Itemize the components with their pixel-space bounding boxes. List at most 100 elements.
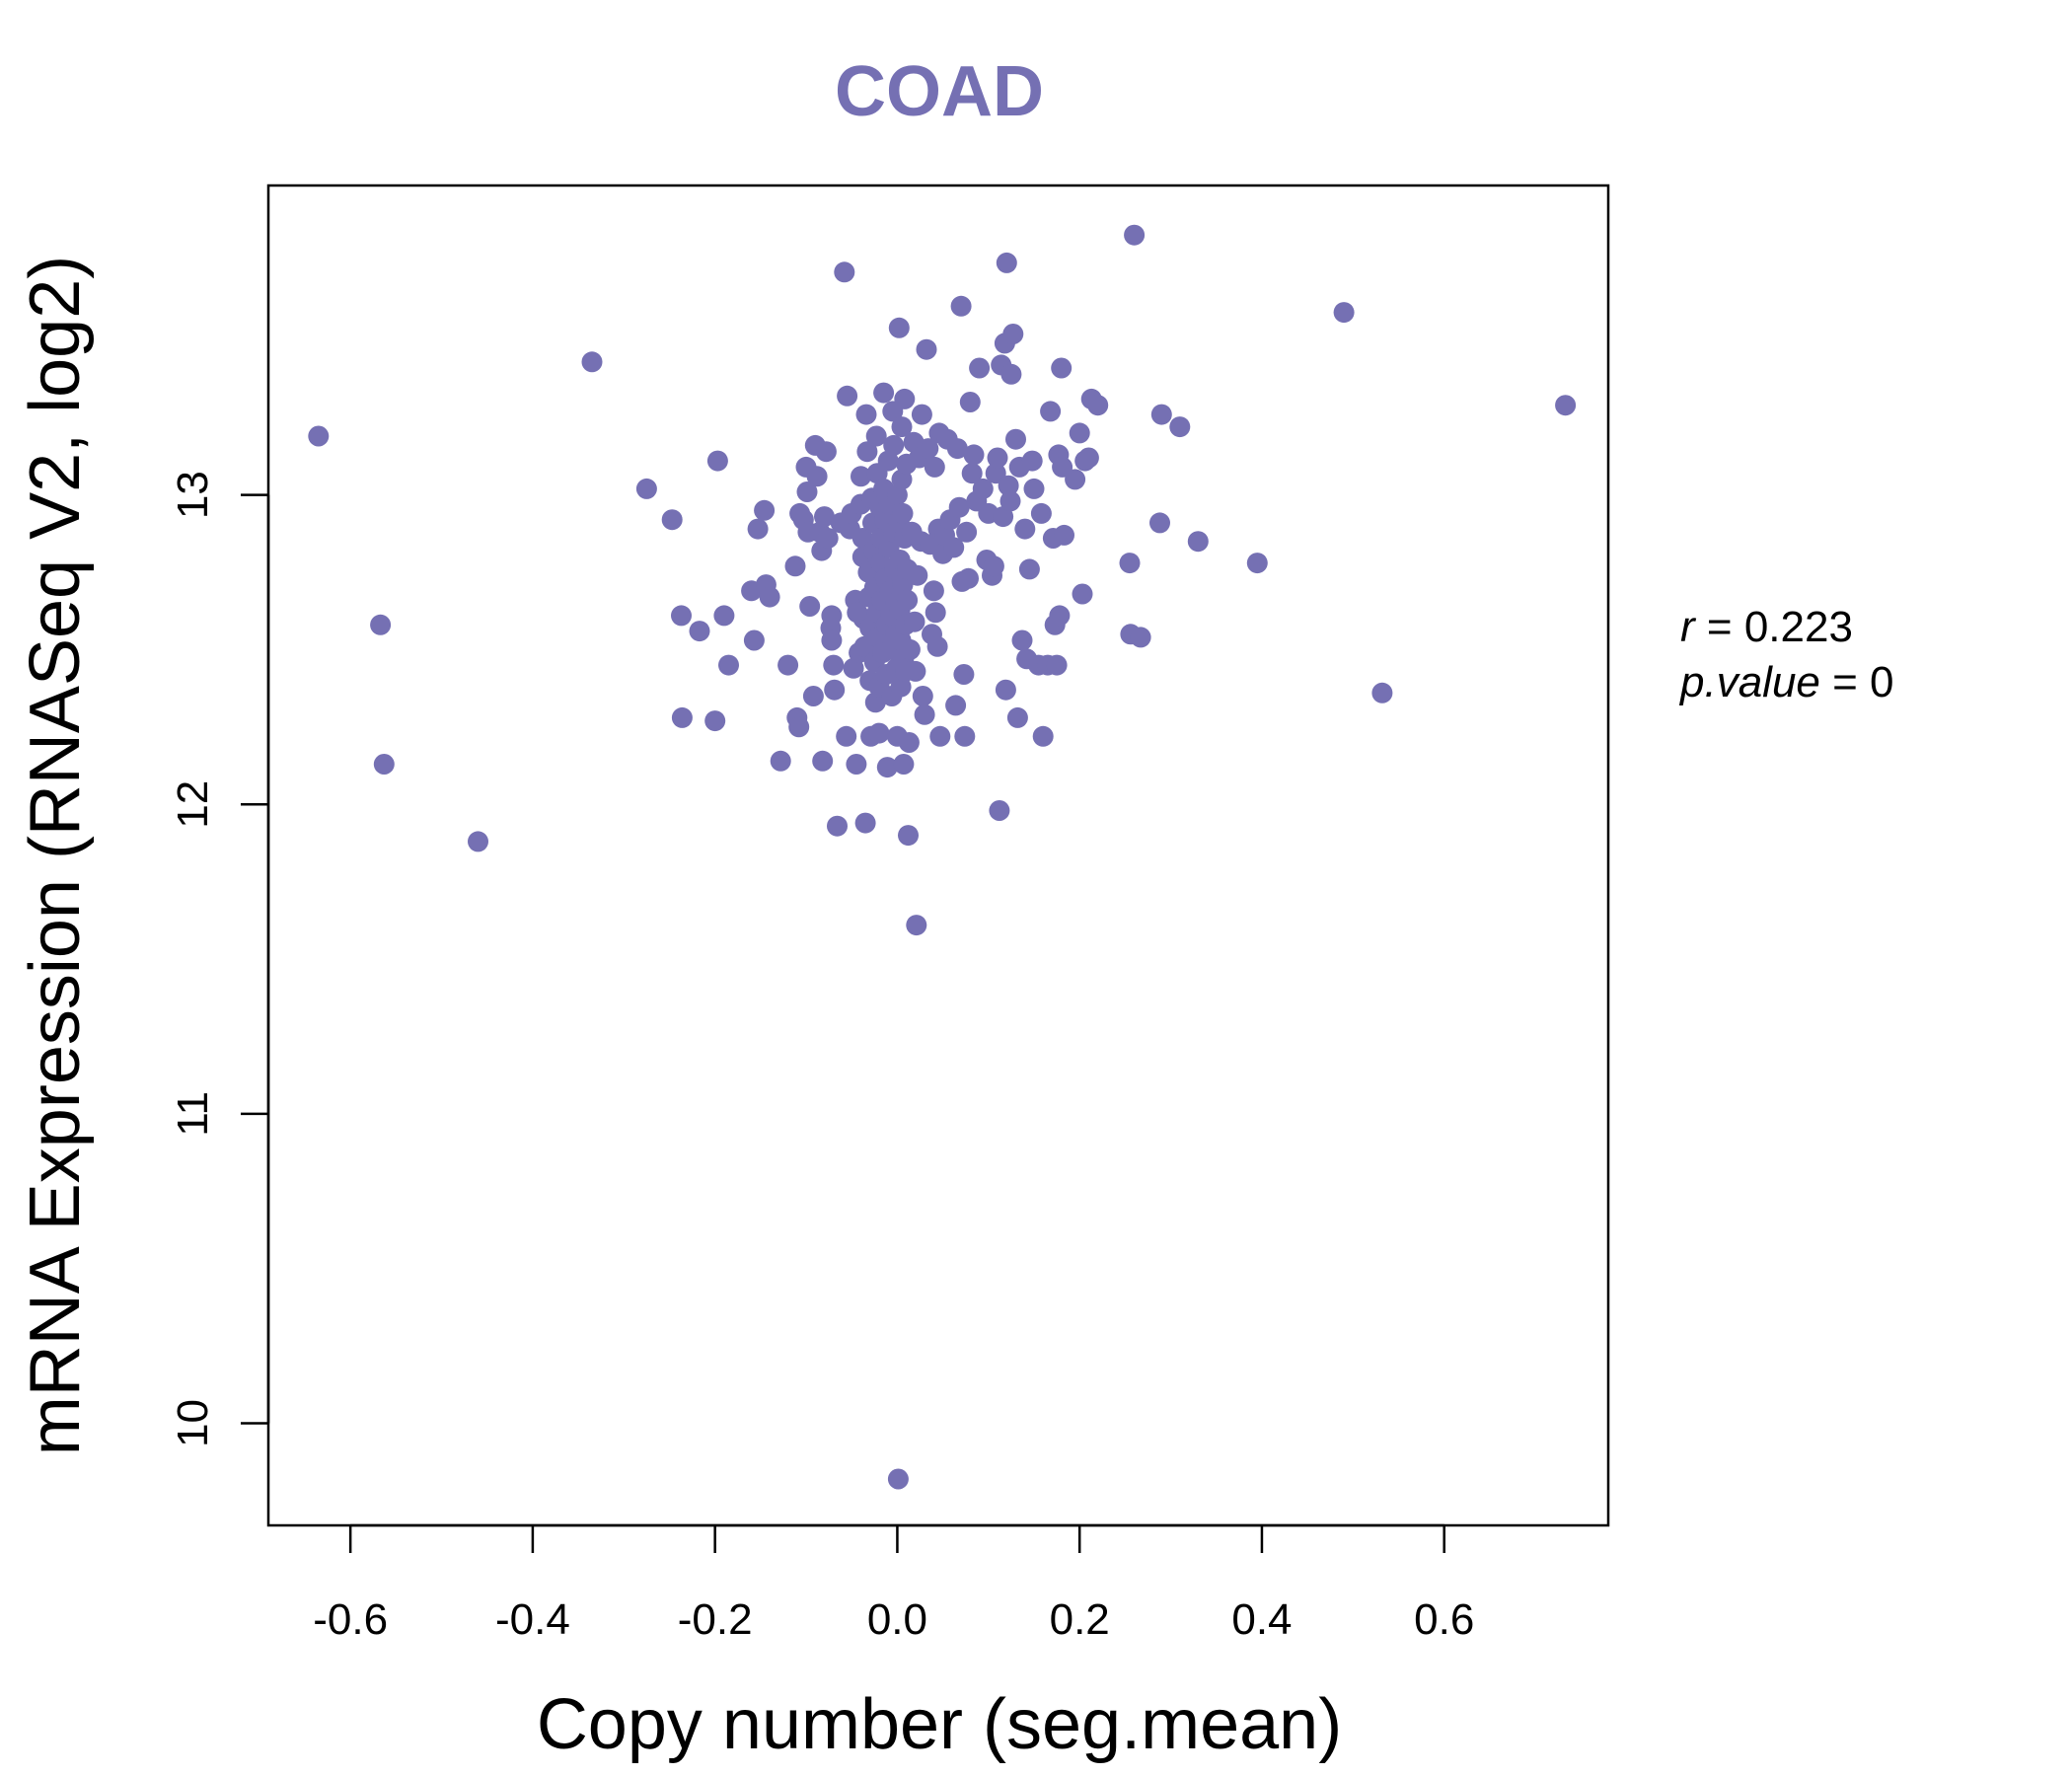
data-point (1077, 447, 1099, 469)
data-point (754, 499, 776, 521)
data-point (1065, 469, 1086, 490)
y-axis-label: mRNA Expression (RNASeq V2, log2) (16, 256, 95, 1455)
data-point (926, 635, 948, 657)
correlation-value: 0.223 (1744, 603, 1853, 651)
correlation-equals: = (1695, 603, 1744, 651)
correlation-label: r (1680, 603, 1697, 651)
data-point (855, 404, 877, 425)
data-point (827, 815, 848, 837)
data-point (788, 716, 810, 738)
data-point (812, 750, 834, 772)
data-point (1051, 357, 1073, 379)
data-point (1011, 629, 1033, 651)
data-point (887, 1468, 909, 1490)
data-point (898, 732, 920, 753)
data-point (1000, 363, 1022, 385)
data-point (635, 478, 657, 499)
data-point (972, 478, 994, 499)
data-point (373, 754, 395, 775)
data-point (1246, 553, 1268, 574)
data-point (925, 602, 946, 624)
data-point (1555, 395, 1577, 416)
y-tick-label: 11 (169, 1091, 217, 1137)
data-point (985, 463, 1006, 484)
data-point (1040, 401, 1062, 422)
data-point (770, 750, 791, 772)
data-point (834, 261, 855, 283)
data-point (929, 725, 951, 747)
data-point (916, 338, 937, 360)
data-point (836, 725, 857, 747)
data-point (821, 605, 843, 627)
stats-annotation: r = 0.223 p.value = 0 (1678, 603, 1894, 706)
data-point (894, 388, 916, 409)
data-point (983, 555, 1004, 577)
data-point (945, 695, 967, 716)
data-point (784, 555, 806, 577)
data-point (814, 506, 835, 528)
data-point (959, 392, 981, 412)
data-point (823, 654, 845, 676)
data-point (1187, 531, 1209, 553)
data-point (891, 416, 913, 438)
data-point (468, 831, 488, 852)
data-point (1032, 725, 1054, 747)
x-tick-label: 0.4 (1231, 1595, 1292, 1644)
data-point (1371, 682, 1393, 703)
data-point (888, 317, 910, 338)
data-point (989, 800, 1010, 821)
data-point (969, 357, 991, 379)
data-point (876, 757, 898, 778)
data-point (1030, 502, 1052, 524)
data-point (897, 589, 919, 611)
data-point (948, 496, 970, 518)
data-point (1005, 428, 1026, 450)
data-point (743, 629, 765, 651)
data-point (918, 438, 939, 460)
data-point (856, 441, 878, 463)
data-point (713, 605, 735, 627)
pvalue-value: 0 (1870, 658, 1893, 706)
data-point (706, 450, 728, 472)
data-points (308, 224, 1577, 1490)
x-tick-label: -0.4 (495, 1595, 570, 1644)
x-tick-label: 0.6 (1414, 1595, 1474, 1644)
data-point (799, 596, 821, 617)
data-point (943, 537, 965, 558)
data-point (961, 463, 983, 484)
data-point (370, 614, 392, 635)
data-point (904, 611, 925, 632)
x-tick-label: 0.0 (867, 1595, 927, 1644)
data-point (893, 754, 915, 775)
y-axis: 10 11 12 13 (169, 471, 270, 1447)
data-point (864, 692, 886, 713)
y-tick-label: 13 (169, 471, 217, 519)
chart-title: COAD (835, 52, 1044, 131)
data-point (796, 481, 818, 502)
data-point (1006, 706, 1028, 728)
data-point (846, 754, 867, 775)
data-point (1049, 605, 1071, 627)
data-point (898, 825, 919, 847)
data-point (1119, 553, 1141, 574)
x-tick-label: 0.2 (1050, 1595, 1110, 1644)
data-point (999, 490, 1021, 512)
x-axis-label: Copy number (seg.mean) (537, 1685, 1342, 1764)
data-point (1087, 395, 1109, 416)
data-point (821, 629, 843, 651)
data-point (1018, 558, 1040, 580)
data-point (824, 679, 846, 701)
data-point (689, 621, 710, 642)
data-point (987, 447, 1008, 469)
data-point (958, 567, 979, 589)
data-point (1069, 422, 1090, 444)
data-point (671, 605, 692, 627)
x-axis: -0.6 -0.4 -0.2 0.0 0.2 0.4 0.6 (313, 1523, 1474, 1644)
data-point (993, 506, 1014, 528)
data-point (950, 295, 972, 317)
data-point (777, 654, 799, 676)
data-point (854, 812, 876, 834)
data-point (905, 660, 926, 682)
data-point (907, 564, 928, 586)
